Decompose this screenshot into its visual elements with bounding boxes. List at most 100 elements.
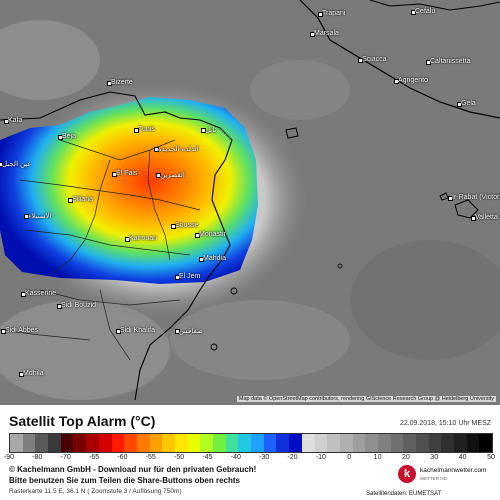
color-scale-tick: -55	[145, 454, 156, 461]
color-scale-cell	[213, 434, 226, 452]
color-scale-cell	[339, 434, 353, 452]
place-label: Sciacca	[362, 56, 387, 63]
logo-text: kachelmannwetter.com	[420, 467, 487, 474]
logo-icon: k	[398, 465, 416, 483]
color-scale-cell	[289, 434, 302, 452]
place-label: Tunis	[138, 126, 155, 133]
place-label: عين الجبل	[2, 161, 32, 168]
place-marker	[1, 329, 6, 334]
place-marker	[411, 10, 416, 15]
color-scale-tick: -80	[32, 454, 43, 461]
place-marker	[0, 162, 3, 167]
color-scale-tick: 0	[347, 454, 352, 461]
place-marker	[457, 102, 462, 107]
color-scale-tick: 40	[458, 454, 467, 461]
color-scale-tick: -65	[88, 454, 100, 461]
color-scale-cell	[428, 434, 442, 452]
place-label: Mdhila	[23, 370, 44, 377]
place-marker	[125, 237, 130, 242]
color-scale-cell	[111, 434, 125, 452]
color-scale-cell	[10, 434, 23, 452]
legend-panel: Satellit Top Alarm (°C) 22.09.2018, 15:1…	[0, 405, 500, 500]
color-scale-tick: -90	[3, 454, 15, 461]
color-scale-tick: -45	[202, 454, 213, 461]
place-marker	[175, 329, 180, 334]
place-marker	[154, 147, 159, 152]
place-marker	[4, 119, 9, 124]
place-label: Monastir	[199, 231, 226, 238]
place-marker	[171, 224, 176, 229]
place-marker	[107, 81, 112, 86]
color-scale-cell	[225, 434, 239, 452]
place-marker	[21, 292, 26, 297]
place-label: نابل	[205, 127, 217, 134]
place-label: Bizerte	[111, 79, 133, 86]
place-marker	[24, 214, 29, 219]
color-scale-cell	[98, 434, 112, 452]
color-scale-tick: 30	[430, 454, 439, 461]
satellite-credit: Satellitendaten: EUMETSAT	[366, 491, 442, 497]
copyright-notice: © Kachelmann GmbH - Download nur für den…	[9, 465, 257, 474]
color-scale-cell	[441, 434, 455, 452]
place-label: Sidi Abbés	[5, 327, 39, 334]
place-label: الدلدة الجديدة	[158, 146, 199, 153]
place-label: Kasserine	[25, 290, 57, 297]
color-scale-cell	[22, 434, 36, 452]
map-layer	[0, 0, 500, 401]
place-label: Cefalù	[415, 8, 436, 15]
place-marker	[201, 128, 206, 133]
color-scale-cell	[200, 434, 213, 452]
color-scale-cell	[454, 434, 467, 452]
color-scale-tick: 50	[487, 454, 495, 461]
color-scale-tick: -20	[287, 454, 298, 461]
color-scale-cell	[390, 434, 404, 452]
place-label: Valletta	[475, 214, 498, 221]
place-label: Gela	[461, 100, 476, 107]
color-scale-bar	[9, 433, 493, 453]
map-attribution[interactable]: Map data © OpenStreetMap contributors, r…	[236, 396, 496, 402]
place-label: Sidi Khalifa	[120, 327, 156, 334]
place-label: Marsala	[314, 30, 339, 37]
color-scale-cell	[352, 434, 366, 452]
color-scale-tick: 10	[373, 454, 382, 461]
color-scale-tick: -60	[117, 454, 128, 461]
place-marker	[310, 32, 315, 37]
place-label: Ir-Rabat (Victoria)	[452, 194, 500, 201]
place-marker	[195, 233, 200, 238]
place-label: الاستيلاء	[28, 213, 52, 220]
color-scale-cell	[238, 434, 252, 452]
place-label: Sousse	[175, 222, 199, 229]
color-scale-cell	[174, 434, 188, 452]
place-marker	[58, 135, 63, 140]
color-scale-tick: -70	[60, 454, 71, 461]
satellite-map[interactable]: Trapani Marsala Cefalù Sciacca Agrigento Calt…	[0, 0, 500, 405]
place-marker	[134, 128, 139, 133]
color-scale-cell	[149, 434, 163, 452]
kachelmann-logo[interactable]: k kachelmannwetter.com WETTER HD	[398, 465, 493, 487]
color-scale-cell	[301, 434, 315, 452]
place-label: Caltanissetta	[430, 58, 471, 65]
place-marker	[448, 196, 453, 201]
color-scale-cell	[479, 434, 493, 452]
place-marker	[358, 58, 363, 63]
place-label: القصرين	[160, 172, 185, 179]
place-marker	[156, 173, 161, 178]
color-scale-cell	[48, 434, 61, 452]
color-scale-cell	[276, 434, 290, 452]
logo-subtext: WETTER HD	[420, 476, 447, 481]
place-marker	[394, 79, 399, 84]
place-label: El Jem	[179, 273, 201, 280]
color-scale-tick: -40	[230, 454, 241, 461]
color-scale-cell	[73, 434, 87, 452]
legend-datetime: 22.09.2018, 15:10 Uhr MESZ	[399, 420, 491, 427]
color-scale-cell	[136, 434, 150, 452]
color-scale-tick: -10	[315, 454, 326, 461]
color-scale-cell	[251, 434, 264, 452]
legend-title: Satellit Top Alarm (°C)	[9, 413, 156, 429]
place-marker	[116, 329, 121, 334]
place-marker	[175, 275, 180, 280]
color-scale-cell	[365, 434, 378, 452]
color-scale-cell	[35, 434, 49, 452]
place-label: Béja	[62, 133, 77, 140]
color-scale-cell	[263, 434, 277, 452]
